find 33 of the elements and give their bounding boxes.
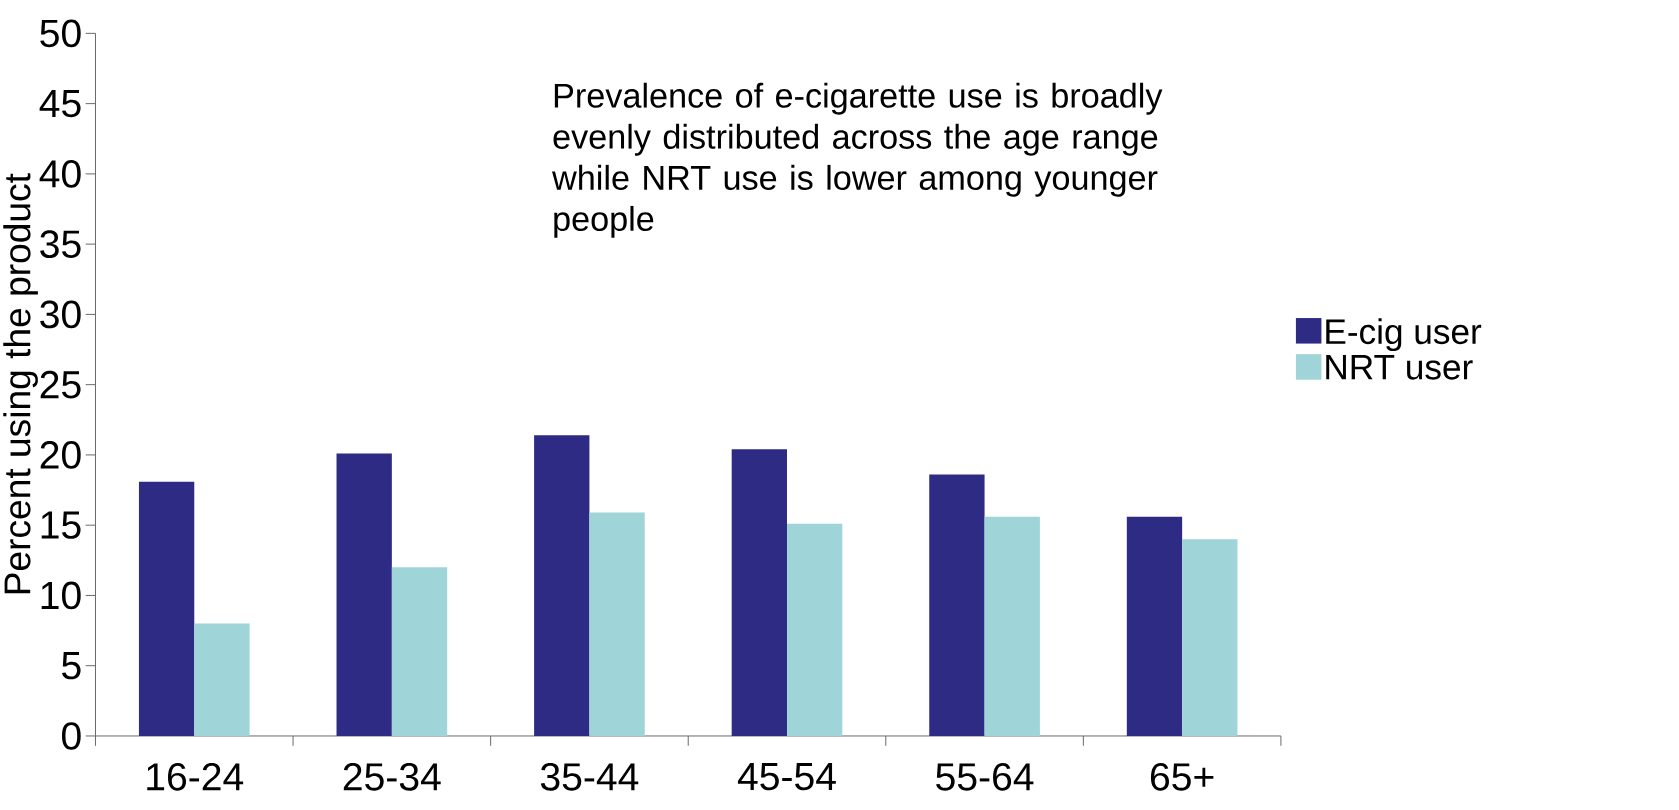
y-tick-label: 35 [40,230,81,259]
bar [194,623,250,737]
bar [1182,539,1238,737]
legend-label: NRT user [1326,355,1473,380]
legend-label: E-cig user [1326,318,1482,352]
y-tick-label: 50 [40,19,81,48]
bar [1126,516,1183,737]
y-tick-label: 5 [62,652,81,680]
bar [731,449,787,737]
y-tick-label: 20 [40,441,81,469]
x-tick-label: 35-44 [540,763,639,791]
bar [534,435,590,737]
y-tick-label: 25 [40,371,81,399]
bar [138,481,195,737]
y-tick-label: 10 [41,581,81,610]
x-tick-label: 25-34 [343,763,441,791]
x-tick-label: 16-24 [147,763,244,791]
bar [984,516,1040,737]
y-tick-label: 30 [40,300,81,329]
x-tick-label: 55-64 [936,763,1034,791]
y-tick-label: 15 [41,511,81,540]
x-tick-label: 65+ [1150,763,1214,791]
bar [786,523,843,737]
x-tick-label: 45-54 [737,763,836,791]
bar [589,512,645,737]
y-tick-label: 0 [62,722,81,751]
bar [391,567,448,737]
bar [929,474,985,737]
y-tick-label: 45 [39,90,81,118]
y-tick-label: 40 [39,160,81,188]
bar [336,453,392,737]
y-axis-title: Percent using the product [3,173,38,594]
annotation: Prevalence of e-cigarette use is broadly evenly distributed across the age range while NRT use is lower among younger people [552,82,1163,239]
